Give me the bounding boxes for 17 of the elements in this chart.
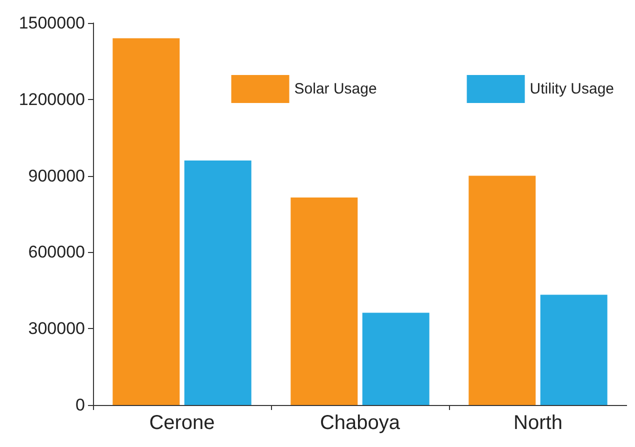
x-tick-label: Cerone [149,412,215,434]
legend-label: Solar Usage [294,80,377,98]
legend-label: Utility Usage [530,80,614,98]
x-tick-label: North [514,412,562,434]
bar [468,176,536,405]
y-tick-label: 300000 [28,319,85,338]
y-tick-label: 600000 [28,242,85,262]
bar [540,294,608,405]
bar [290,197,358,405]
y-tick-label: 1200000 [18,90,85,109]
bar [362,312,430,405]
bar [184,160,252,405]
y-tick-label: 0 [76,396,85,414]
y-tick-label: 900000 [28,166,85,186]
y-tick-label: 1500000 [18,14,85,32]
x-tick-label: Chaboya [320,412,401,434]
bar [112,38,180,405]
